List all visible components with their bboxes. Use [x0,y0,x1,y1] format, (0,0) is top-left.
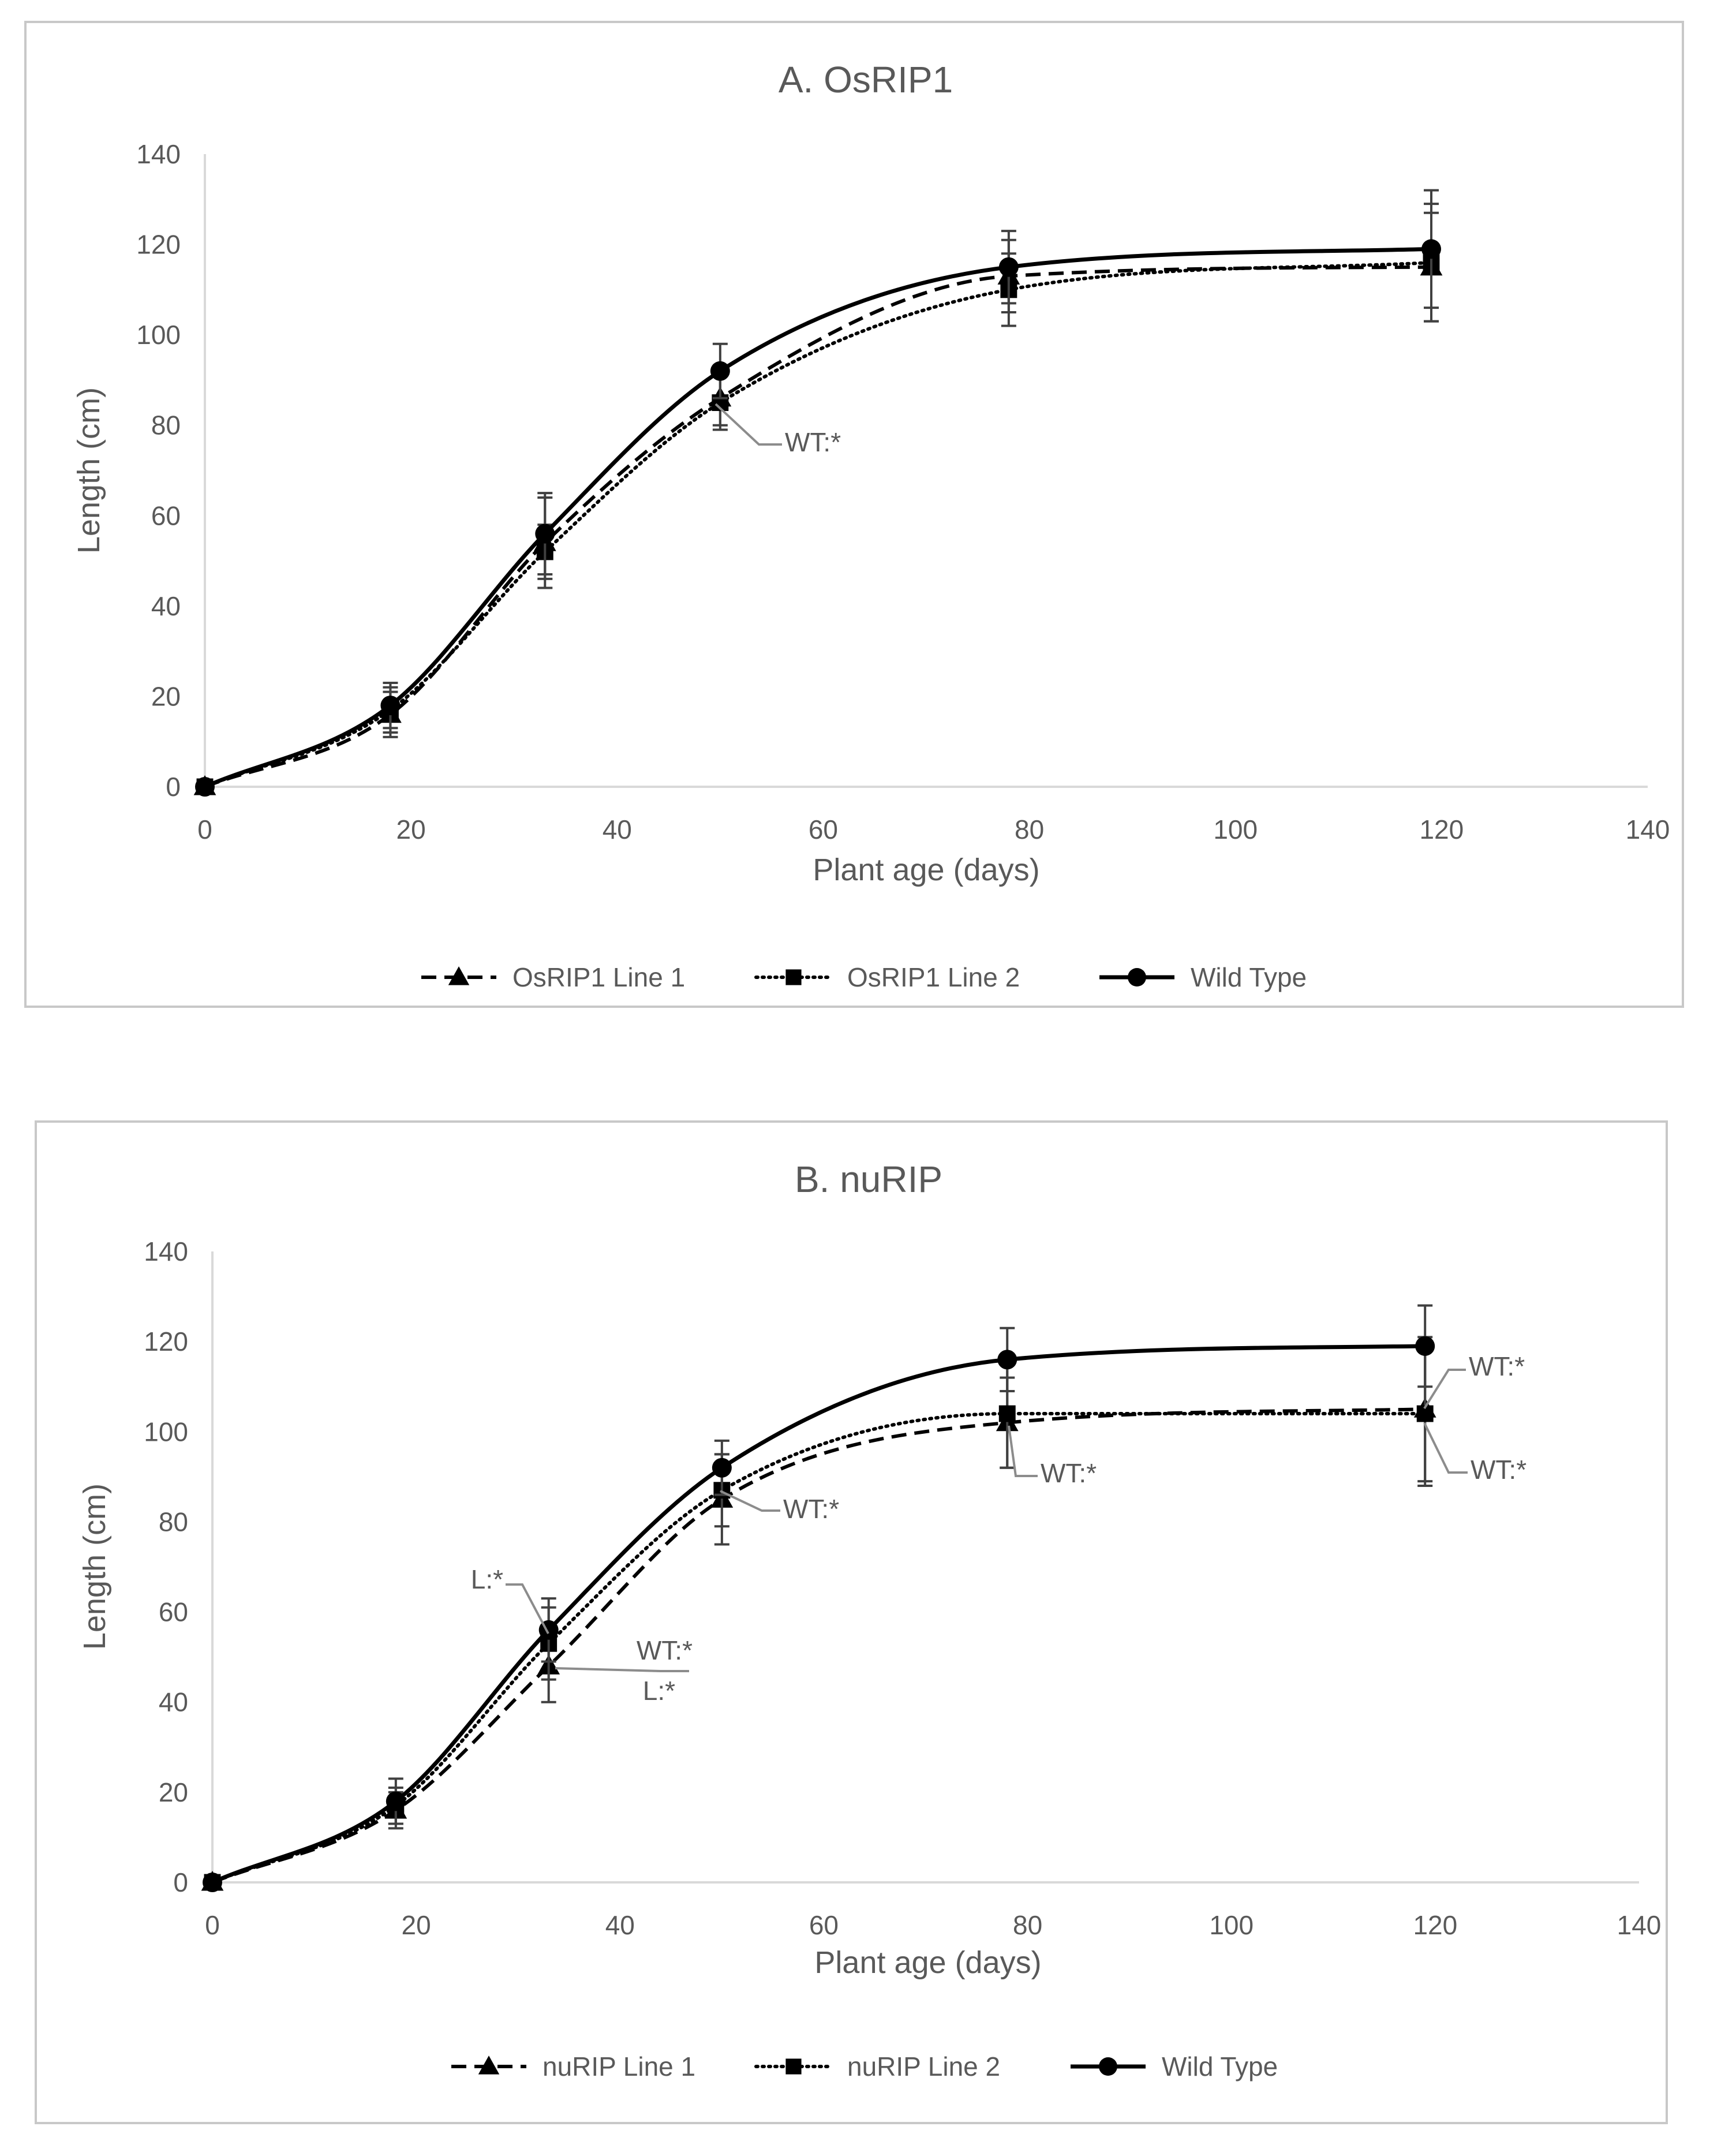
annotation-leader [506,1583,549,1634]
chart-title: B. nuRIP [795,1159,942,1200]
x-tick-label: 80 [1015,814,1044,844]
data-point [1415,1336,1435,1356]
y-tick-label: 120 [144,1326,188,1356]
x-tick-label: 40 [603,814,632,844]
annotation-label: WT:* [785,427,841,457]
y-tick-label: 40 [151,591,181,621]
y-tick-label: 60 [159,1597,188,1627]
y-tick-label: 100 [144,1417,188,1447]
x-tick-label: 60 [809,814,838,844]
legend-item: OsRIP1 Line 2 [754,962,1020,992]
x-tick-label: 140 [1617,1910,1662,1940]
y-tick-label: 20 [159,1777,188,1807]
y-tick-label: 120 [136,230,181,260]
data-point [535,524,555,544]
x-tick-label: 20 [396,814,426,844]
x-tick-label: 80 [1013,1910,1042,1940]
x-axis-label: Plant age (days) [813,853,1039,887]
annotation-label: L:* [643,1676,675,1706]
annotation-leader [1008,1425,1038,1477]
y-tick-label: 40 [159,1687,188,1717]
data-point [386,1791,406,1811]
x-axis-label: Plant age (days) [814,1945,1041,1980]
legend-marker [785,969,802,985]
y-tick-label: 100 [136,320,181,350]
chart-panel-b: B. nuRIP 0 20 40 60 80 100 120 140 0 20 40 60 80 100 12… [35,1120,1668,2124]
annotation-label: WT:* [1041,1458,1097,1488]
data-point [195,777,215,797]
data-point [998,1405,1016,1422]
y-tick-label: 140 [136,139,181,169]
legend-marker [448,966,470,985]
y-tick-label: 80 [151,410,181,440]
legend-marker [1128,968,1146,986]
data-point [998,257,1019,277]
chart-frame [35,1120,1668,2124]
x-tick-label: 40 [605,1910,635,1940]
legend-item: nuRIP Line 2 [754,2051,1000,2082]
data-point [1421,239,1441,259]
legend-item: OsRIP1 Line 1 [421,962,685,992]
data-point [203,1873,222,1892]
annotation-label: WT:* [637,1635,693,1665]
legend-marker [785,2058,802,2075]
legend-marker [478,2056,500,2075]
x-tick-label: 100 [1209,1910,1254,1940]
data-point [710,361,730,381]
x-tick-label: 100 [1213,814,1258,844]
x-tick-label: 60 [809,1910,839,1940]
legend-label: Wild Type [1191,962,1307,992]
legend-label: OsRIP1 Line 1 [512,962,685,992]
data-point [712,1458,732,1478]
x-tick-label: 120 [1413,1910,1457,1940]
annotation-leader [1423,1422,1468,1474]
annotation-label: WT:* [1471,1455,1527,1485]
y-tick-label: 60 [151,500,181,530]
y-tick-label: 0 [173,1867,188,1897]
annotation-leader [720,1490,780,1512]
legend-label: nuRIP Line 1 [542,2051,695,2082]
x-tick-label: 20 [402,1910,431,1940]
annotation-leader [1423,1369,1466,1410]
legend-label: Wild Type [1162,2051,1278,2082]
x-tick-label: 0 [205,1910,220,1940]
annotation-label: WT:* [1469,1351,1525,1381]
legend-item: Wild Type [1071,2051,1278,2082]
series-wild-type [203,1304,1435,1892]
y-tick-label: 80 [159,1507,188,1537]
x-tick-label: 0 [197,814,212,844]
legend-item: nuRIP Line 1 [451,2051,695,2082]
y-tick-label: 140 [144,1236,188,1266]
y-tick-label: 20 [151,681,181,711]
chart-frame [24,21,1684,1008]
legend-item: Wild Type [1099,962,1307,992]
chart-panel-a: A. OsRIP1 0 20 40 60 80 100 120 140 0 20 40 60 80 100 1… [24,21,1684,1008]
annotation-leader [555,1667,689,1672]
y-tick-label: 0 [166,772,181,802]
y-axis-label: Length (cm) [77,1483,112,1650]
y-axis-label: Length (cm) [72,387,106,554]
chart-title: A. OsRIP1 [779,59,953,100]
legend-marker [1099,2057,1117,2076]
annotation-leader [714,403,782,446]
x-tick-label: 140 [1626,814,1670,844]
x-tick-label: 120 [1419,814,1464,844]
data-point [380,696,401,716]
legend-label: OsRIP1 Line 2 [847,962,1020,992]
annotation-label: L:* [471,1564,503,1594]
annotation-label: WT:* [783,1494,839,1524]
data-point [997,1350,1017,1370]
legend-label: nuRIP Line 2 [847,2051,1000,2082]
series-wild-type [195,189,1441,797]
